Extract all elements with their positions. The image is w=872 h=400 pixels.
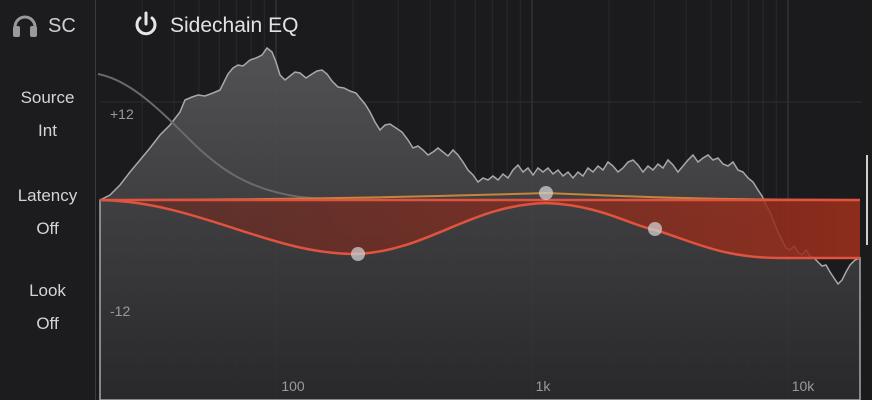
- latency-value[interactable]: Off: [36, 219, 59, 238]
- eq-graph[interactable]: +12 -12 100 1k 10k: [96, 0, 872, 400]
- gain-label-minus: -12: [110, 303, 130, 319]
- eq-node-1[interactable]: [351, 247, 365, 261]
- panel-title: Sidechain EQ: [170, 14, 299, 37]
- freq-label-1k: 1k: [536, 378, 552, 394]
- eq-node-3[interactable]: [648, 222, 662, 236]
- source-label: Source: [20, 88, 75, 107]
- source-value[interactable]: Int: [38, 121, 57, 140]
- eq-header: Sidechain EQ: [132, 10, 298, 42]
- gain-label-plus: +12: [110, 106, 134, 122]
- power-icon[interactable]: [132, 10, 160, 43]
- freq-label-100: 100: [281, 378, 305, 394]
- look-value[interactable]: Off: [36, 314, 59, 333]
- freq-label-10k: 10k: [792, 378, 816, 394]
- eq-fill: [100, 200, 860, 258]
- look-label: Look: [29, 281, 66, 300]
- sc-label: SC: [48, 14, 76, 37]
- sidebar-divider: [95, 0, 96, 400]
- eq-curve: [99, 198, 860, 260]
- headphones-icon: [10, 9, 40, 44]
- sidebar: SC Source Int Latency Off Look Off: [0, 0, 95, 400]
- eq-node-2[interactable]: [539, 186, 553, 200]
- latency-label: Latency: [17, 186, 78, 205]
- sidechain-toggle[interactable]: SC: [10, 10, 76, 42]
